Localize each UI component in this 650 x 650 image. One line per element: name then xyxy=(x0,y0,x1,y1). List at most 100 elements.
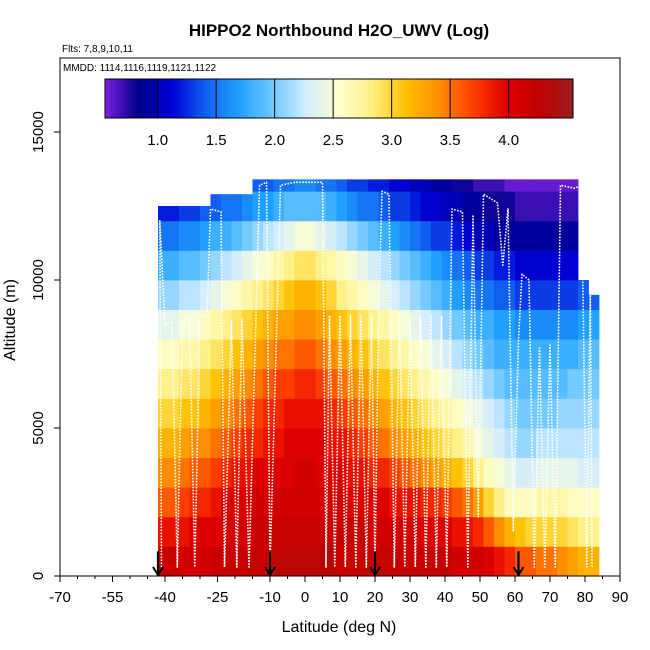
heatmap-cell xyxy=(315,368,327,399)
chart-title: HIPPO2 Northbound H2O_UWV (Log) xyxy=(189,21,489,40)
colorbar-segment xyxy=(151,79,156,118)
x-tick-label: 30 xyxy=(402,589,419,606)
colorbar-segment xyxy=(222,79,226,118)
colorbar-segment xyxy=(491,79,495,118)
colorbar-segment xyxy=(371,79,375,118)
heatmap-cell xyxy=(399,516,411,547)
heatmap-cell xyxy=(326,179,337,192)
heatmap-cell xyxy=(357,309,369,340)
colorbar-tick-label: 2.0 xyxy=(264,132,285,149)
heatmap-cell xyxy=(378,220,390,251)
colorbar-segment xyxy=(435,79,439,118)
heatmap-cell xyxy=(420,280,432,310)
colorbar-segment xyxy=(561,79,565,118)
x-tick-label: 0 xyxy=(301,589,309,606)
heatmap-cell xyxy=(525,191,537,222)
heatmap-cell xyxy=(525,487,537,518)
colorbar-segment xyxy=(309,79,314,118)
heatmap-cell xyxy=(462,309,474,340)
heatmap-cell xyxy=(189,339,201,370)
colorbar-segment xyxy=(429,79,434,118)
heatmap-cell xyxy=(252,457,264,488)
heatmap-cell xyxy=(536,191,547,222)
heatmap-cell xyxy=(483,339,495,370)
heatmap-cell xyxy=(273,309,285,340)
colorbar-segment xyxy=(532,79,536,118)
heatmap-cell xyxy=(410,179,421,192)
heatmap-cell xyxy=(378,368,390,399)
heatmap-cell xyxy=(200,280,211,310)
heatmap-cell xyxy=(494,280,505,310)
colorbar-segment xyxy=(268,79,273,118)
heatmap-cell xyxy=(473,191,484,222)
heatmap-cell xyxy=(546,280,558,310)
heatmap-cell xyxy=(473,398,484,429)
x-tick-label: -25 xyxy=(207,589,229,606)
heatmap-cell xyxy=(536,280,547,310)
heatmap-cell xyxy=(431,457,442,488)
colorbar-segment xyxy=(105,79,109,118)
heatmap-cell xyxy=(315,220,327,251)
heatmap-cell xyxy=(441,398,453,429)
heatmap-cell xyxy=(420,428,432,458)
colorbar-segment xyxy=(537,79,542,118)
heatmap-cell xyxy=(378,280,390,310)
heatmap-cell xyxy=(315,516,327,547)
colorbar-segment xyxy=(482,79,486,118)
heatmap-cell xyxy=(378,398,390,429)
colorbar-segment xyxy=(312,79,317,118)
heatmap-cell xyxy=(326,280,337,310)
heatmap-cell xyxy=(347,457,358,488)
heatmap-cell xyxy=(494,179,505,192)
colorbar-segment xyxy=(107,79,112,118)
heatmap-cell xyxy=(399,191,411,222)
heatmap-cell xyxy=(399,339,411,370)
heatmap-cell xyxy=(273,398,285,429)
heatmap-cell xyxy=(452,220,463,251)
heatmap-cell xyxy=(221,339,232,370)
heatmap-cell xyxy=(410,250,421,281)
heatmap-cell xyxy=(452,280,463,310)
heatmap-cell xyxy=(399,487,411,518)
heatmap-cell xyxy=(567,339,579,370)
heatmap-cell xyxy=(305,309,316,340)
heatmap-cell xyxy=(368,280,379,310)
heatmap-cell xyxy=(389,191,400,222)
colorbar-segment xyxy=(224,79,229,118)
arrows xyxy=(152,551,525,577)
heatmap-cell xyxy=(179,250,190,281)
colorbar-segment xyxy=(546,79,551,118)
heatmap-cell xyxy=(431,487,442,518)
heatmap-cell xyxy=(210,487,222,518)
heatmap-cell xyxy=(389,368,400,399)
heatmap-cell xyxy=(284,428,295,458)
colorbar-segment xyxy=(216,79,220,118)
colorbar-segment xyxy=(499,79,504,118)
heatmap-cell xyxy=(515,179,526,192)
heatmap-cell xyxy=(273,546,285,577)
heatmap-cell xyxy=(179,339,190,370)
colorbar-segment xyxy=(181,79,185,118)
heatmap-cell xyxy=(578,546,589,577)
colorbar-segment xyxy=(485,79,489,118)
heatmap-cell xyxy=(158,206,169,222)
heatmap-cell xyxy=(357,191,369,222)
colorbar-segment xyxy=(283,79,287,118)
colorbar-segment xyxy=(201,79,205,118)
heatmap-cell xyxy=(158,398,169,429)
heatmap-cell xyxy=(284,191,295,222)
heatmap-cell xyxy=(305,428,316,458)
colorbar-segment xyxy=(303,79,308,118)
heatmap-cell xyxy=(347,280,358,310)
heatmap-cell xyxy=(347,516,358,547)
heatmap-cell xyxy=(515,457,526,488)
heatmap-cell xyxy=(158,487,169,518)
colorbar-segment xyxy=(289,79,293,118)
heatmap-cell xyxy=(357,516,369,547)
colorbar-segment xyxy=(116,79,121,118)
heatmap-cell xyxy=(221,516,232,547)
colorbar-segment xyxy=(262,79,267,118)
heatmap-cell xyxy=(578,398,589,429)
colorbar-segment xyxy=(417,79,422,118)
